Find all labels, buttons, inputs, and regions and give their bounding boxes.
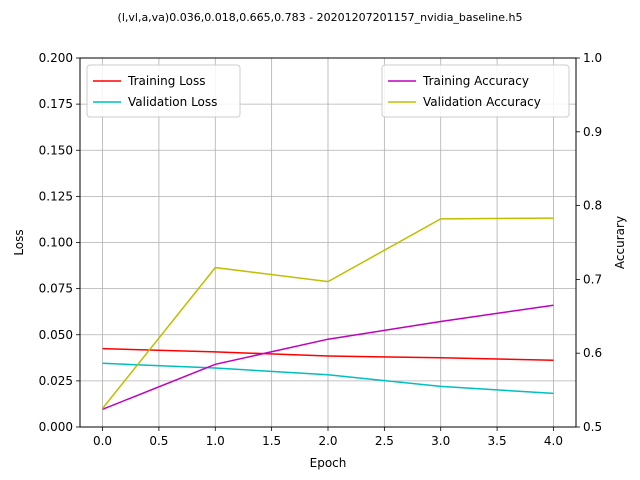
y2-axis-label: Accurary	[613, 216, 627, 269]
y2-tick-label: 0.8	[583, 199, 602, 213]
y-tick-label: 0.175	[39, 97, 73, 111]
x-tick-label: 3.5	[488, 434, 507, 448]
y2-tick-label: 0.6	[583, 346, 602, 360]
y-axis-ticks: 0.000 0.025 0.050 0.075 0.100 0.125 0.150 0.175…	[39, 51, 80, 434]
series-line-validation-loss	[102, 362, 554, 395]
x-tick-label: 2.5	[375, 434, 394, 448]
y2-tick-label: 0.5	[583, 420, 602, 434]
x-tick-label: 0.5	[149, 434, 168, 448]
y-tick-label: 0.000	[39, 420, 73, 434]
y2-tick-label: 0.7	[583, 272, 602, 286]
y-tick-label: 0.100	[39, 236, 73, 250]
legend-label: Validation Loss	[128, 95, 217, 109]
y-tick-label: 0.025	[39, 374, 73, 388]
series-line-training-accuracy	[102, 304, 554, 410]
y2-tick-label: 1.0	[583, 51, 602, 65]
y-tick-label: 0.050	[39, 328, 73, 342]
chart-title: (l,vl,a,va)0.036,0.018,0.665,0.783 - 202…	[118, 11, 523, 24]
x-tick-label: 3.0	[431, 434, 450, 448]
legend-label: Training Loss	[127, 74, 205, 88]
y-tick-label: 0.125	[39, 189, 73, 203]
x-axis-label: Epoch	[310, 456, 347, 470]
legend-right: Training Accuracy Validation Accuracy	[381, 64, 570, 118]
x-tick-label: 1.5	[262, 434, 281, 448]
y-axis-label: Loss	[12, 229, 26, 255]
legend-box	[381, 64, 570, 118]
x-tick-label: 4.0	[544, 434, 563, 448]
x-tick-label: 0.0	[93, 434, 112, 448]
y2-tick-label: 0.9	[583, 125, 602, 139]
series-layer	[101, 217, 554, 410]
legend-left: Training Loss Validation Loss	[86, 64, 241, 118]
y-tick-label: 0.200	[39, 51, 73, 65]
x-tick-label: 1.0	[206, 434, 225, 448]
y2-axis-ticks: 0.5 0.6 0.7 0.8 0.9 1.0	[576, 51, 602, 434]
x-axis-ticks: 0.0 0.5 1.0 1.5 2.0 2.5 3.0 3.5 4.0	[93, 427, 563, 448]
series-line-validation-accuracy	[101, 217, 554, 409]
y-tick-label: 0.150	[39, 143, 73, 157]
x-tick-label: 2.0	[318, 434, 337, 448]
legend-label: Validation Accuracy	[423, 95, 541, 109]
legend-label: Training Accuracy	[422, 74, 529, 88]
y-tick-label: 0.075	[39, 282, 73, 296]
series-line-training-loss	[102, 347, 554, 361]
legend-box	[86, 64, 241, 118]
